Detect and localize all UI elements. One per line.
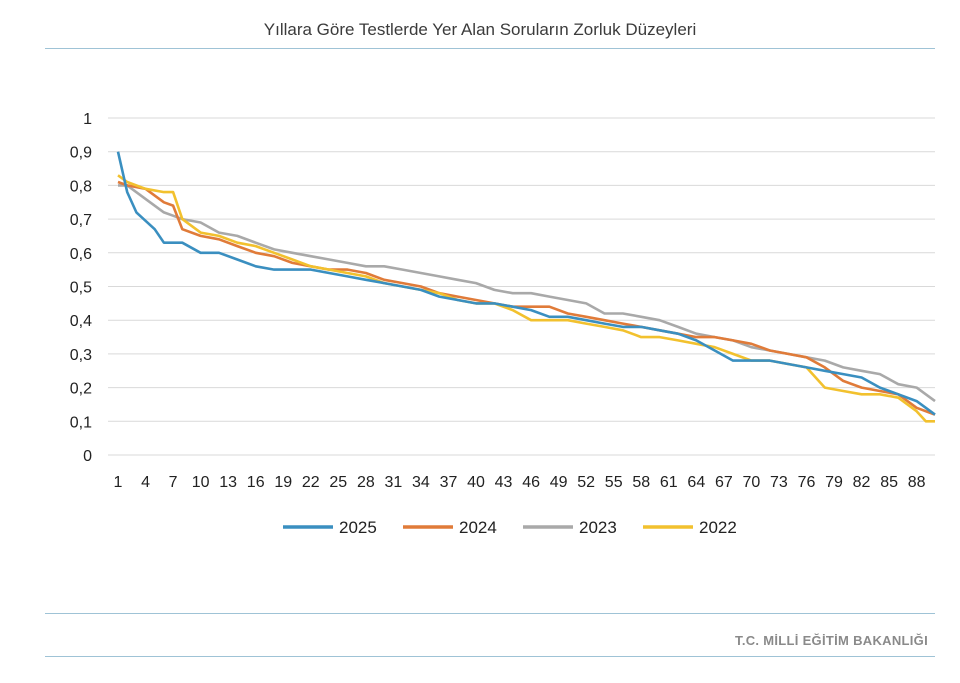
x-tick-label: 28 — [357, 474, 375, 491]
x-tick-label: 10 — [192, 474, 210, 491]
series-line-2022 — [117, 174, 935, 423]
legend-label-2025: 2025 — [339, 518, 377, 537]
x-tick-label: 40 — [467, 474, 485, 491]
series-line-2025 — [116, 151, 936, 416]
x-tick-label: 58 — [632, 474, 650, 491]
top-divider — [45, 48, 935, 49]
footer-organization: T.C. MİLLİ EĞİTİM BAKANLIĞI — [735, 633, 928, 648]
x-tick-label: 16 — [247, 474, 265, 491]
legend: 2025 2024 2023 2022 — [283, 518, 737, 537]
x-tick-label: 73 — [770, 474, 788, 491]
y-tick-label: 0,8 — [70, 178, 92, 195]
x-tick-label: 61 — [660, 474, 678, 491]
x-tick-label: 25 — [329, 474, 347, 491]
x-tick-label: 88 — [908, 474, 926, 491]
x-tick-label: 31 — [384, 474, 402, 491]
legend-label-2022: 2022 — [699, 518, 737, 537]
x-tick-label: 82 — [853, 474, 871, 491]
x-tick-label: 7 — [169, 474, 178, 491]
footer-divider-top — [45, 613, 935, 614]
y-tick-label: 0 — [83, 448, 92, 465]
y-tick-label: 1 — [83, 111, 92, 128]
y-axis-ticks: 0 0,1 0,2 0,3 0,4 0,5 0,6 0,7 0,8 0,9 1 — [70, 111, 92, 465]
x-tick-label: 37 — [440, 474, 458, 491]
series-lines — [116, 151, 936, 423]
y-tick-label: 0,3 — [70, 347, 92, 364]
x-tick-label: 1 — [114, 474, 123, 491]
legend-label-2023: 2023 — [579, 518, 617, 537]
x-tick-label: 70 — [743, 474, 761, 491]
x-tick-label: 76 — [798, 474, 816, 491]
x-tick-label: 4 — [141, 474, 150, 491]
y-tick-label: 0,6 — [70, 246, 92, 263]
x-axis-ticks: 1 4 7 10 13 16 19 22 25 28 31 34 37 40 43 46 49 52 55 58 61 6… — [114, 474, 926, 491]
chart-title: Yıllara Göre Testlerde Yer Alan Soruları… — [263, 20, 697, 39]
x-tick-label: 43 — [495, 474, 513, 491]
y-tick-label: 0,5 — [70, 280, 92, 297]
x-tick-label: 55 — [605, 474, 623, 491]
line-chart: 00,10,20,30,40,50,60,70,80,91 1 4 7 10 13 16 1… — [70, 111, 936, 537]
x-tick-label: 85 — [880, 474, 898, 491]
x-tick-label: 22 — [302, 474, 320, 491]
x-tick-label: 52 — [577, 474, 595, 491]
x-tick-label: 34 — [412, 474, 430, 491]
x-tick-label: 64 — [687, 474, 705, 491]
x-tick-label: 67 — [715, 474, 733, 491]
x-tick-label: 46 — [522, 474, 540, 491]
series-line-2024 — [117, 180, 936, 416]
y-tick-label: 0,1 — [70, 414, 92, 431]
y-tick-label: 0,4 — [70, 313, 92, 330]
y-tick-label: 0,2 — [70, 381, 92, 398]
legend-label-2024: 2024 — [459, 518, 497, 537]
x-tick-label: 79 — [825, 474, 843, 491]
x-tick-label: 13 — [219, 474, 237, 491]
footer-divider-bottom — [45, 656, 935, 657]
y-tick-label: 0,9 — [70, 145, 92, 162]
grid-lines — [108, 117, 935, 456]
x-tick-label: 19 — [274, 474, 292, 491]
x-tick-label: 49 — [550, 474, 568, 491]
y-tick-label: 0,7 — [70, 212, 92, 229]
